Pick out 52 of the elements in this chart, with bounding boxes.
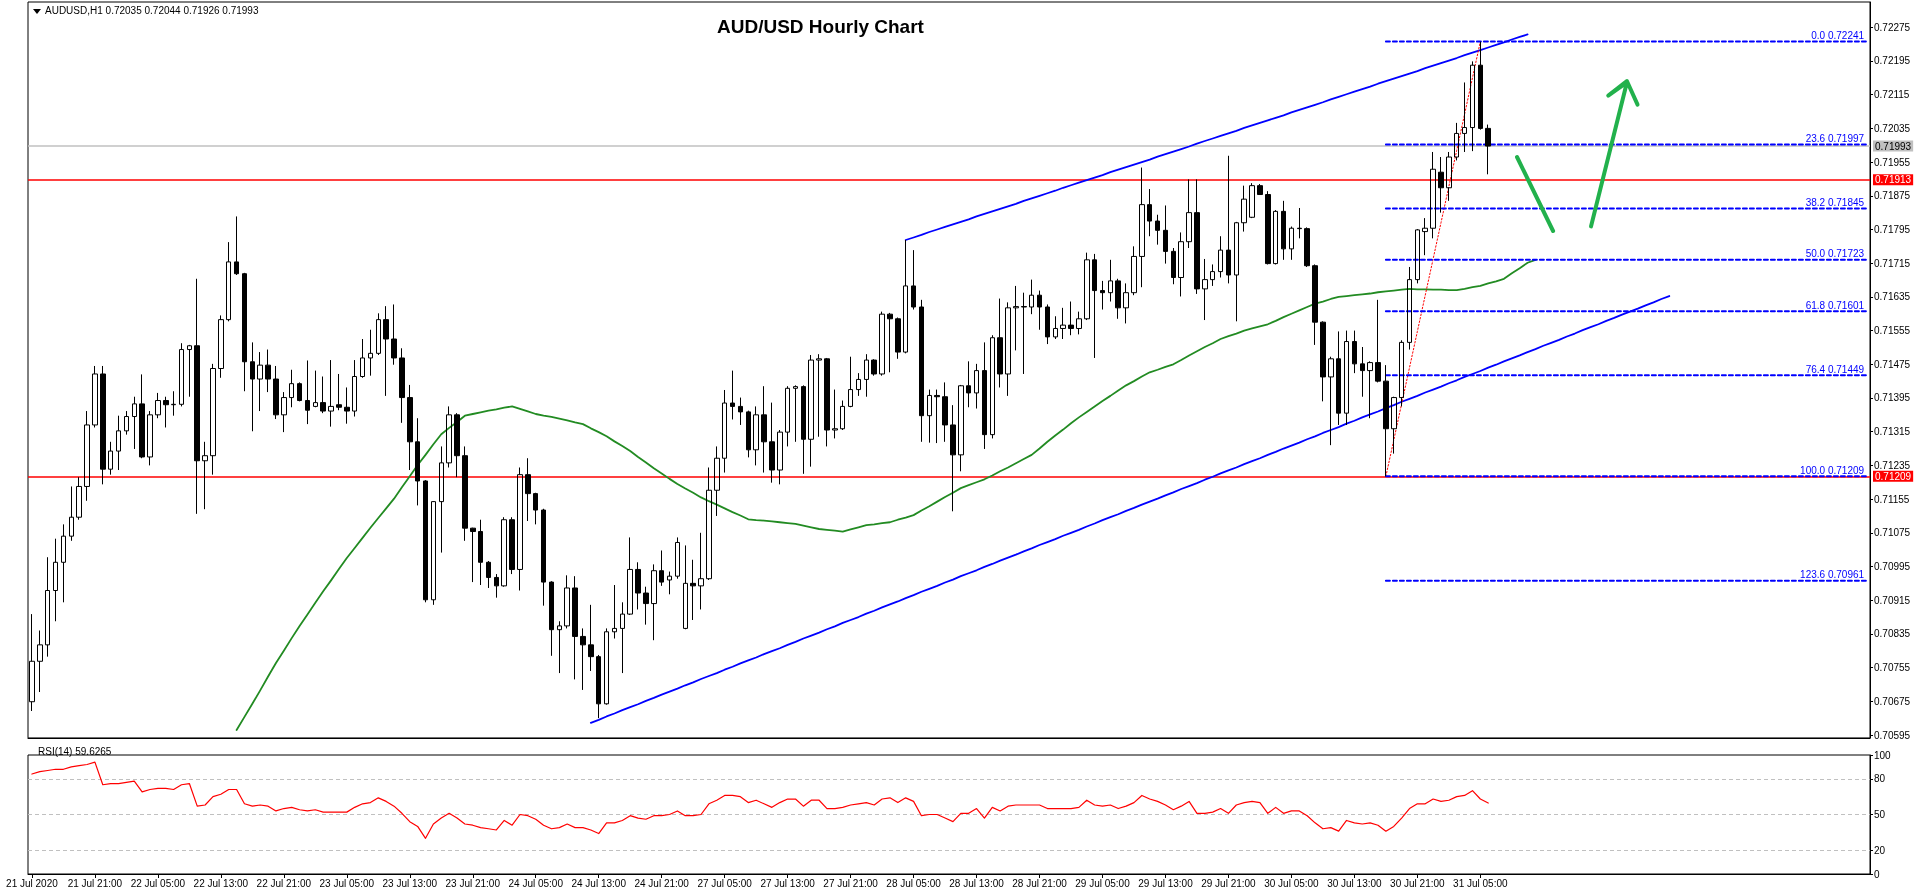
x-tick-label: 29 Jul 13:00 <box>1138 877 1194 889</box>
candlestick <box>667 571 672 595</box>
candlestick <box>651 563 657 641</box>
x-tick-label: 27 Jul 05:00 <box>697 877 753 889</box>
y-tick-label: 0.70755 <box>1874 662 1911 674</box>
candlestick <box>557 620 562 674</box>
candlestick <box>37 630 43 693</box>
candlestick <box>572 575 578 680</box>
candlestick <box>564 574 570 629</box>
x-tick-label: 21 Jul 2020 <box>6 877 59 889</box>
x-tick-label: 27 Jul 21:00 <box>823 877 879 889</box>
y-tick-label: 0 <box>1874 868 1880 880</box>
candlestick <box>549 580 554 657</box>
candlestick <box>643 586 649 626</box>
x-tick-label: 28 Jul 13:00 <box>949 877 1005 889</box>
x-tick-label: 30 Jul 21:00 <box>1390 877 1446 889</box>
x-tick-label: 28 Jul 21:00 <box>1012 877 1068 889</box>
x-tick-label: 29 Jul 05:00 <box>1075 877 1131 889</box>
x-tick-label: 29 Jul 21:00 <box>1201 877 1257 889</box>
x-tick-label: 22 Jul 21:00 <box>256 877 312 889</box>
candlestick <box>580 627 586 691</box>
candlestick <box>596 654 601 719</box>
candlestick <box>45 556 50 658</box>
chart-title: RSI(14) 59.6265 <box>38 745 112 757</box>
y-tick-label: 80 <box>1874 773 1886 785</box>
y-tick-label: 0.70675 <box>1874 695 1911 707</box>
candlestick <box>588 604 594 672</box>
x-tick-label: 30 Jul 05:00 <box>1264 877 1320 889</box>
x-tick-label: 30 Jul 13:00 <box>1327 877 1383 889</box>
candlestick <box>612 584 617 640</box>
x-tick-label: 21 Jul 21:00 <box>67 877 123 889</box>
x-tick-label: 24 Jul 05:00 <box>508 877 564 889</box>
x-tick-label: 23 Jul 21:00 <box>445 877 501 889</box>
y-tick-label: 100 <box>1874 749 1892 761</box>
x-tick-label: 23 Jul 13:00 <box>382 877 438 889</box>
line-series <box>31 761 1489 839</box>
x-tick-label: 27 Jul 13:00 <box>760 877 816 889</box>
x-tick-label: 23 Jul 05:00 <box>319 877 375 889</box>
x-tick-label: 22 Jul 05:00 <box>130 877 186 889</box>
candlestick <box>620 601 625 674</box>
x-tick-label: 22 Jul 13:00 <box>193 877 249 889</box>
y-tick-label: 0.70595 <box>1874 729 1911 741</box>
y-tick-label: 20 <box>1874 844 1886 856</box>
x-tick-label: 31 Jul 05:00 <box>1453 877 1509 889</box>
y-tick-label: 50 <box>1874 809 1886 820</box>
x-tick-label: 24 Jul 21:00 <box>634 877 690 889</box>
candlestick <box>604 627 609 706</box>
y-tick-label: 0.70835 <box>1874 628 1911 640</box>
x-tick-label: 24 Jul 13:00 <box>571 877 627 889</box>
y-tick-label: 0.70915 <box>1874 594 1911 606</box>
candlestick <box>494 573 499 599</box>
x-tick-label: 28 Jul 05:00 <box>886 877 942 889</box>
